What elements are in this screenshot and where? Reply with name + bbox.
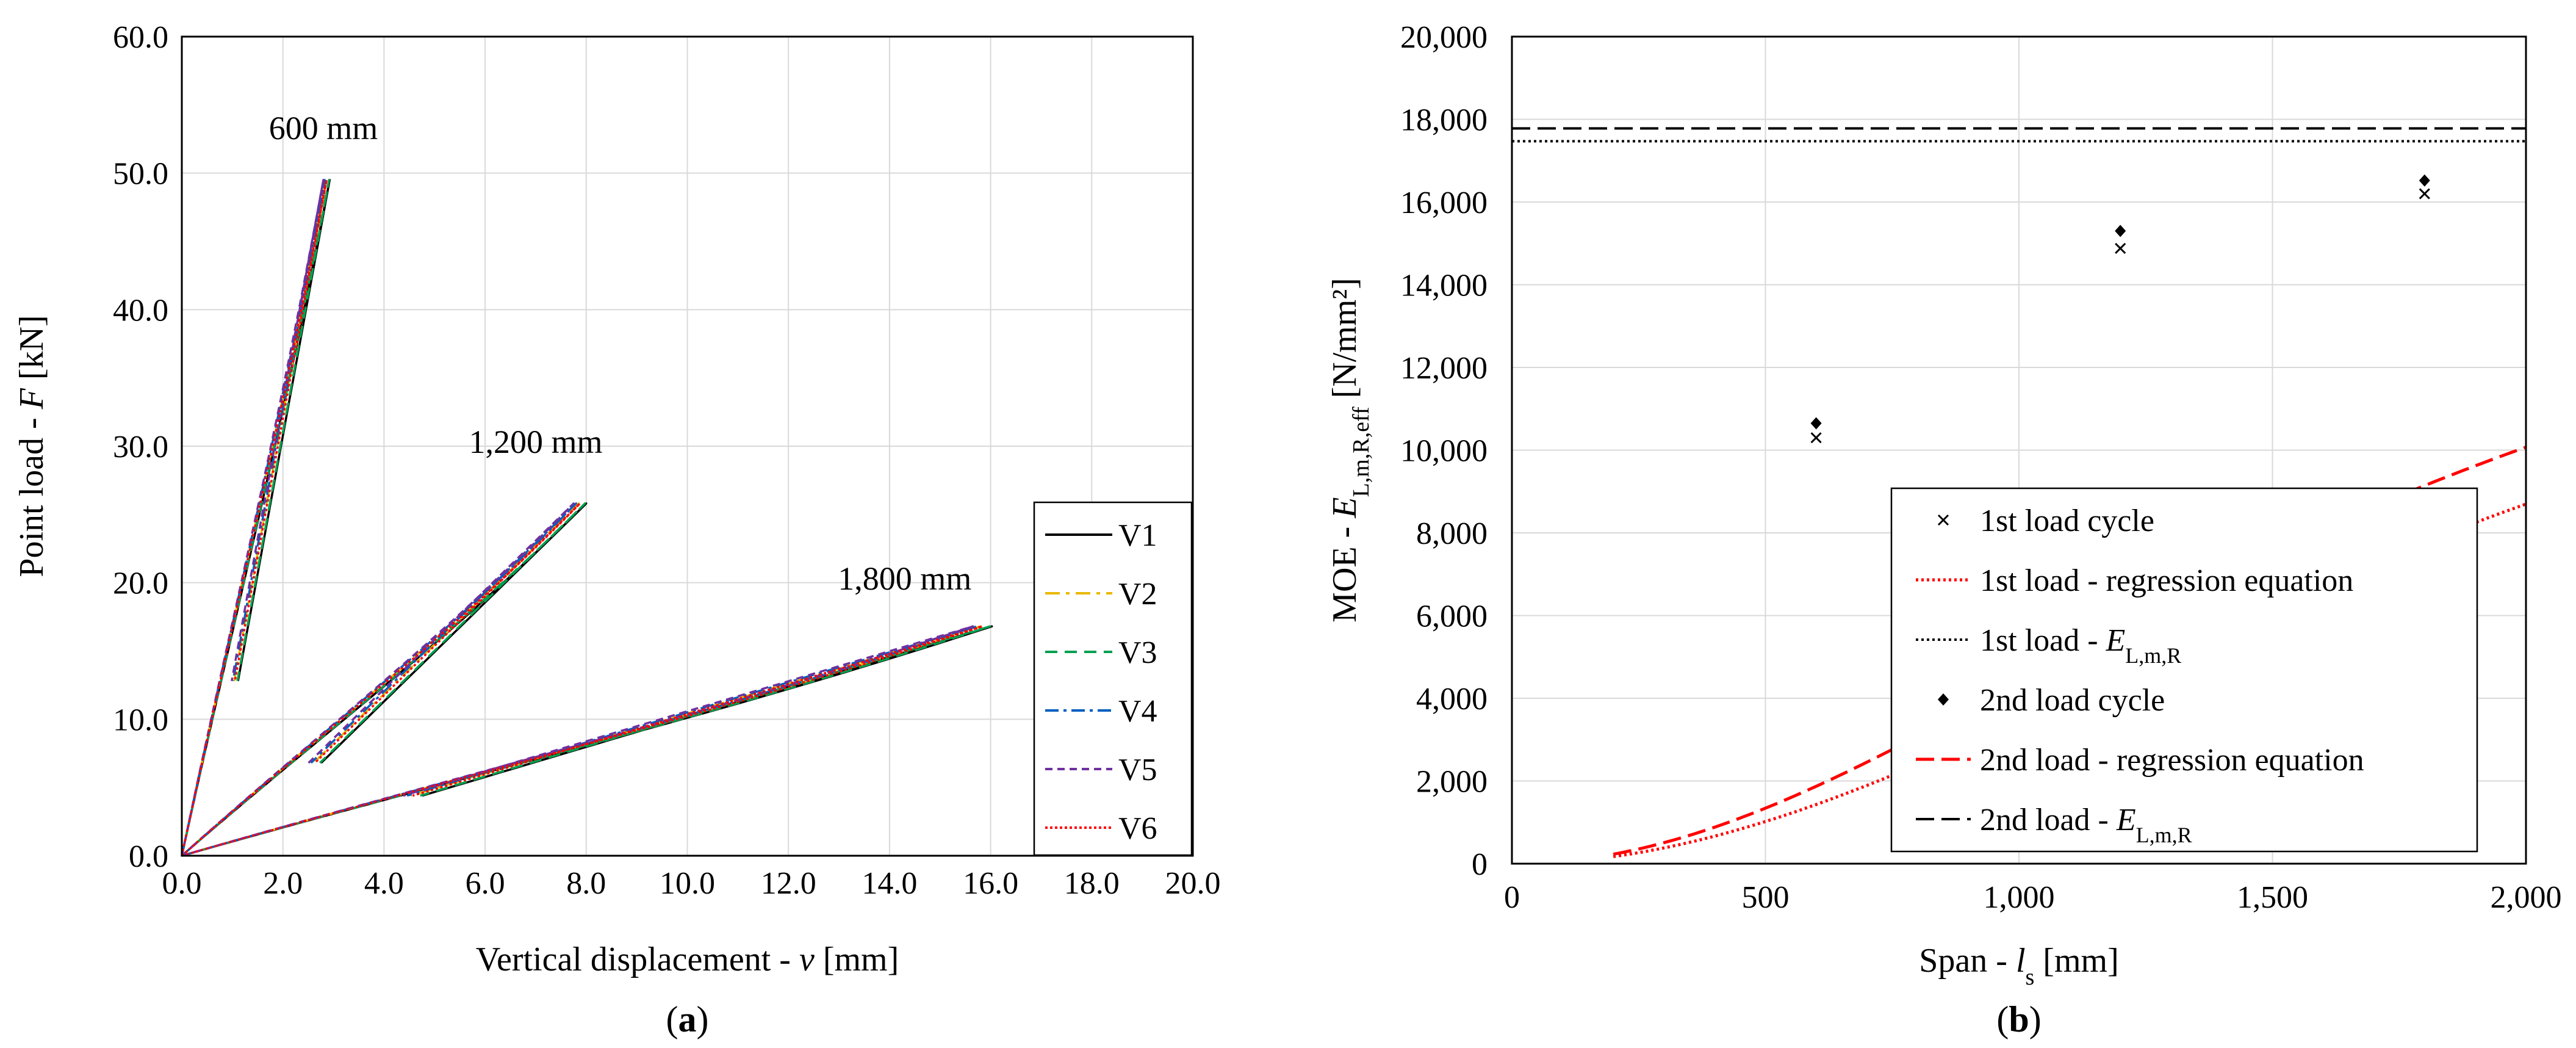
curve-v5-2: [181, 625, 974, 857]
span-annotation: 1,800 mm: [838, 560, 971, 597]
panel-a-plot-frame: [181, 35, 1194, 857]
panel-a-legend: V1 V2 V3 V4 V5 V6: [1033, 501, 1193, 856]
x-tick-label: 12.0: [761, 866, 816, 901]
x-tick-label: 1,000: [1984, 880, 2055, 915]
y-tick-label: 4,000: [1416, 682, 1488, 717]
marker-stroke: [1937, 514, 1949, 526]
panel-b-chart: 0 500 1,000 1,500 2,000 0 2,000 4,000 6,000 8,000…: [1326, 20, 2562, 1039]
legend-marker-0: [1937, 514, 1949, 526]
curve-v6-0: [181, 179, 328, 856]
legend-label-v2: V2: [1118, 577, 1157, 612]
y-tick-label: 40.0: [113, 293, 168, 328]
y-tick-label: 20.0: [113, 566, 168, 601]
panel-a-x-axis-label: Vertical displacement - v [mm]: [476, 941, 899, 978]
y-tick-label: 60.0: [113, 20, 168, 55]
x-tick-label: 10.0: [660, 866, 715, 901]
marker-stroke: [1810, 432, 1822, 444]
legend-label-subscript: L,m,R: [2125, 643, 2181, 668]
span-annotation: 1,200 mm: [469, 424, 602, 460]
y-tick-label: 10.0: [113, 703, 168, 737]
legend-label-subscript: L,m,R: [2136, 823, 2192, 847]
y-tick-label: 18,000: [1400, 103, 1488, 138]
x-tick-label: 0: [1504, 880, 1520, 915]
legend-label-3: 2nd load cycle: [1980, 683, 2165, 718]
legend-label-text: 2nd load cycle: [1980, 683, 2165, 718]
legend-label-v6: V6: [1118, 811, 1157, 846]
curve-v4-1: [181, 502, 577, 857]
y-tick-label: 6,000: [1416, 599, 1488, 634]
panel-a-y-axis-label: Point load - F [kN]: [13, 315, 51, 577]
panel-b-x-axis-label: Span - ls [mm]: [1919, 942, 2118, 990]
panel-b-legend: 1st load cycle 1st load - regression equa…: [1890, 487, 2478, 853]
data-point-3-1: [2115, 225, 2126, 237]
panel-b-y-axis-label: MOE - EL,m,R,eff [N/mm²]: [1326, 278, 1374, 623]
x-tick-label: 2,000: [2491, 880, 2562, 915]
data-point-0-1: [2115, 242, 2126, 254]
legend-box: [1890, 487, 2478, 853]
legend-label-1: 1st load - regression equation: [1980, 563, 2353, 598]
legend-label-text: 1st load cycle: [1980, 504, 2154, 538]
legend-box: [1033, 501, 1193, 856]
legend-label-text: 2nd load -: [1980, 803, 2117, 837]
marker-stroke: [2115, 242, 2126, 254]
legend-label-5: 2nd load - EL,m,R: [1980, 803, 2192, 847]
curve-v3-2: [181, 625, 991, 857]
panel-b-tick-labels: 0 500 1,000 1,500 2,000 0 2,000 4,000 6,000 8,000…: [1400, 20, 2562, 915]
span-annotation: 600 mm: [269, 110, 378, 146]
x-tick-label: 4.0: [364, 866, 404, 901]
curve-v5-1: [181, 502, 575, 857]
legend-label-v3: V3: [1118, 635, 1157, 670]
panel-a-chart: 0.0 2.0 4.0 6.0 8.0 10.0 12.0 14.0 16.0 18.0 20.0 0…: [13, 20, 1221, 1039]
x-tick-label: 6.0: [466, 866, 505, 901]
x-tick-label: 20.0: [1165, 866, 1221, 901]
y-tick-label: 12,000: [1400, 351, 1488, 386]
y-tick-label: 2,000: [1416, 765, 1488, 800]
panel-a-curves: [181, 179, 993, 857]
y-tick-label: 0.0: [129, 839, 168, 874]
y-tick-label: 30.0: [113, 430, 168, 464]
curve-v6-1: [181, 502, 581, 857]
legend-label-2: 1st load - EL,m,R: [1980, 623, 2181, 668]
y-tick-label: 50.0: [113, 157, 168, 192]
marker-stroke: [2419, 188, 2430, 200]
legend-label-v4: V4: [1118, 694, 1157, 729]
x-tick-label: 0.0: [162, 866, 202, 901]
x-tick-label: 2.0: [263, 866, 303, 901]
data-point-3-2: [2419, 174, 2430, 187]
x-tick-label: 1,500: [2237, 880, 2308, 915]
x-tick-label: 18.0: [1064, 866, 1120, 901]
y-tick-label: 0: [1472, 847, 1488, 882]
x-tick-label: 8.0: [566, 866, 606, 901]
x-tick-label: 500: [1742, 880, 1790, 915]
legend-label-v5: V5: [1118, 753, 1157, 787]
data-point-0-0: [1810, 432, 1822, 444]
legend-label-text: 1st load -: [1980, 623, 2106, 658]
x-tick-label: 16.0: [963, 866, 1018, 901]
legend-label-v1: V1: [1118, 518, 1157, 553]
y-tick-label: 10,000: [1400, 434, 1488, 469]
panel-a-annotations: 600 mm 1,200 mm 1,800 mm: [269, 110, 972, 597]
y-tick-label: 14,000: [1400, 269, 1488, 303]
y-tick-label: 16,000: [1400, 186, 1488, 220]
y-tick-label: 20,000: [1400, 20, 1488, 55]
panel-a-tick-labels: 0.0 2.0 4.0 6.0 8.0 10.0 12.0 14.0 16.0 18.0 20.0 0…: [113, 20, 1221, 901]
legend-label-symbol: E: [2106, 623, 2126, 658]
data-point-3-0: [1810, 417, 1822, 430]
y-tick-label: 8,000: [1416, 516, 1488, 551]
legend-label-text: 2nd load - regression equation: [1980, 743, 2364, 778]
legend-label-text: 1st load - regression equation: [1980, 563, 2353, 598]
legend-label-4: 2nd load - regression equation: [1980, 743, 2364, 778]
panel-a-label: (a): [666, 999, 709, 1039]
x-tick-label: 14.0: [862, 866, 917, 901]
legend-label-symbol: E: [2116, 803, 2136, 837]
panel-b-label: (b): [1996, 999, 2041, 1039]
panel-b-plot-frame: [1511, 35, 2527, 865]
legend-marker-3: [1938, 693, 1949, 706]
data-point-0-2: [2419, 188, 2430, 200]
curve-v6-2: [181, 625, 984, 857]
curve-v3-1: [181, 502, 586, 857]
curve-v2-0: [181, 179, 327, 856]
legend-label-0: 1st load cycle: [1980, 504, 2154, 538]
